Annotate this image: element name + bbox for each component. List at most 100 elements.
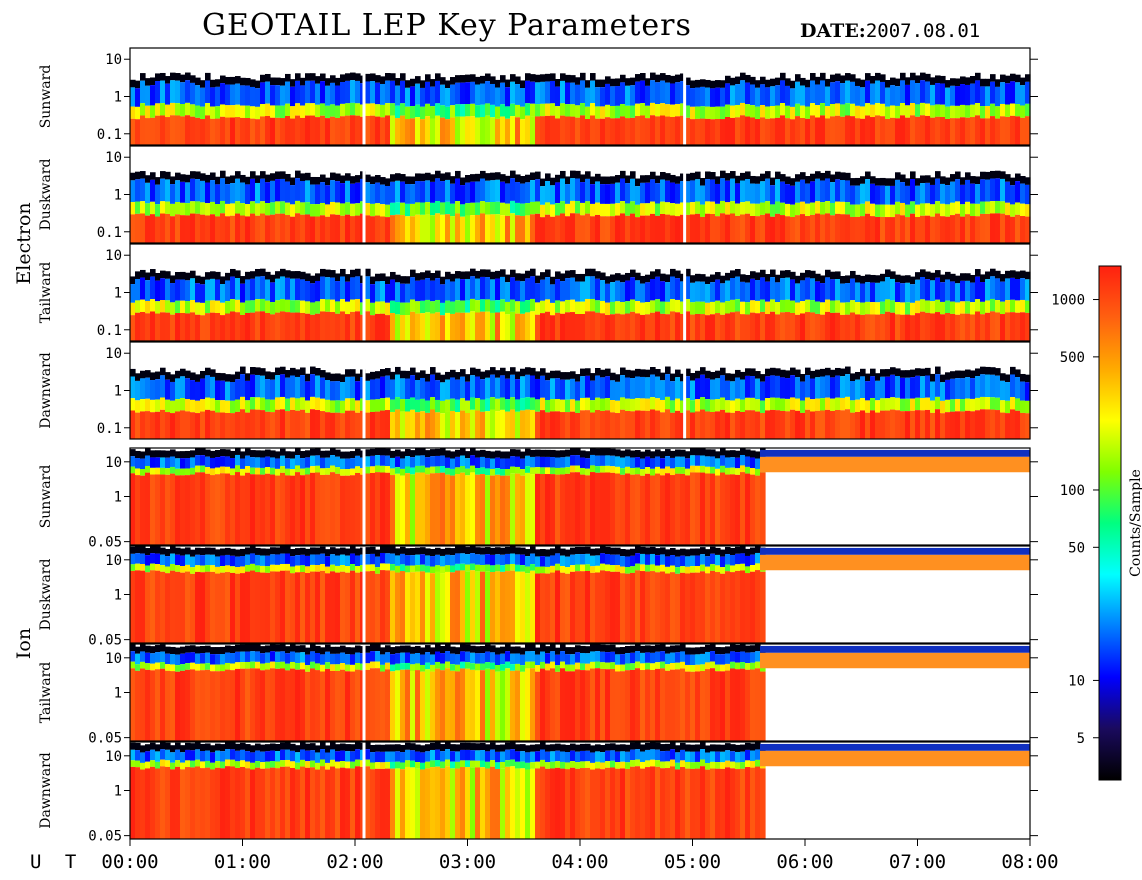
spectrum-cell [350, 744, 356, 752]
data-gap [362, 342, 366, 439]
spectrum-cell [1010, 277, 1016, 300]
y-tick-label: 10 [105, 248, 122, 264]
spectrum-cell [860, 79, 866, 88]
spectrum-cell [500, 82, 506, 105]
spectrum-cell [615, 280, 621, 302]
spectrum-cell [990, 268, 996, 277]
spectrum-cell [660, 475, 666, 545]
spectrum-cell [545, 549, 551, 557]
spectrum-cell [990, 298, 996, 312]
spectrum-cell [495, 377, 501, 399]
spectrum-cell [170, 302, 176, 315]
spectrum-cell [390, 475, 396, 545]
spectrum-cell [145, 751, 151, 762]
spectrum-cell [825, 178, 831, 202]
spectrum-cell [215, 556, 221, 567]
spectrum-cell [590, 548, 596, 556]
spectrum-cell [635, 410, 641, 439]
spectrum-cell [135, 570, 141, 643]
spectrum-cell [660, 468, 666, 476]
spectrum-cell [560, 80, 566, 104]
spectrum-cell [770, 367, 776, 376]
spectrum-cell [880, 369, 886, 377]
spectrum-cell [885, 106, 891, 119]
spectrum-cell [150, 553, 156, 564]
spectrum-cell [665, 75, 671, 83]
spectrum-cell [210, 201, 216, 215]
spectrum-cell [150, 546, 156, 554]
spectrum-cell [260, 670, 266, 741]
spectrum-cell [380, 184, 386, 205]
spectrum-cell [975, 368, 981, 377]
spectrum-cell [640, 475, 646, 545]
spectrum-cell [560, 115, 566, 145]
spectrum-cell [585, 553, 591, 565]
spectrum-cell [240, 766, 246, 839]
spectrum-cell [590, 276, 596, 299]
spectrum-cell [195, 117, 201, 145]
spectrum-cell [470, 103, 476, 117]
spectrum-cell [480, 411, 486, 439]
spectrum-cell [905, 275, 911, 283]
spectrum-cell [860, 106, 866, 119]
spectrum-cell [945, 80, 951, 88]
spectrum-cell [710, 768, 716, 839]
spectrum-cell [760, 554, 1030, 571]
spectrum-cell [300, 468, 306, 476]
spectrum-cell [415, 465, 421, 473]
spectrum-cell [175, 115, 181, 145]
spectrum-cell [220, 653, 226, 665]
spectrum-cell [140, 644, 146, 652]
spectrum-cell [165, 573, 171, 643]
spectrum-cell [720, 664, 726, 672]
spectrum-cell [240, 458, 246, 469]
spectrum-cell [450, 203, 456, 217]
spectrum-cell [525, 203, 531, 216]
spectrum-cell [440, 744, 446, 752]
spectrum-cell [800, 214, 806, 243]
spectrum-cell [720, 768, 726, 839]
spectrum-cell [290, 761, 296, 768]
spectrum-cell [1010, 270, 1016, 278]
spectrum-cell [560, 548, 566, 556]
spectrum-cell [755, 668, 761, 741]
spectrum-cell [520, 751, 526, 762]
spectrum-cell [390, 744, 396, 752]
chart-title: GEOTAIL LEP Key Parameters [202, 8, 692, 43]
spectrum-cell [180, 475, 186, 545]
spectrum-cell [635, 280, 641, 302]
spectrum-cell [470, 760, 476, 768]
spectrum-cell [590, 472, 596, 545]
spectrum-cell [805, 176, 811, 184]
spectrum-cell [875, 178, 881, 186]
spectrum-cell [510, 456, 516, 467]
spectrum-cell [590, 447, 596, 455]
spectrum-cell [570, 761, 576, 768]
spectrum-cell [235, 399, 241, 412]
spectrum-cell [965, 201, 971, 215]
spectrum-cell [450, 84, 456, 106]
spectrum-cell [155, 546, 161, 554]
spectrum-cell [920, 203, 926, 216]
spectrum-cell [675, 369, 681, 378]
spectrum-cell [680, 456, 686, 468]
spectrum-cell [680, 566, 686, 573]
spectrum-cell [585, 80, 591, 88]
spectrum-cell [655, 456, 661, 467]
spectrum-cell [255, 182, 261, 204]
spectrum-cell [540, 651, 546, 662]
spectrum-cell [575, 768, 581, 839]
spectrum-cell [155, 301, 161, 314]
spectrum-cell [275, 768, 281, 839]
spectrum-cell [310, 547, 316, 555]
spectrum-cell [1015, 300, 1021, 313]
spectrum-cell [435, 312, 441, 341]
spectrum-cell [530, 201, 536, 215]
spectrum-cell [705, 449, 711, 457]
spectrum-cell [745, 275, 751, 283]
spectrum-cell [735, 369, 741, 378]
spectrum-cell [440, 448, 446, 456]
spectrum-cell [505, 175, 511, 184]
spectrum-cell [470, 546, 476, 554]
